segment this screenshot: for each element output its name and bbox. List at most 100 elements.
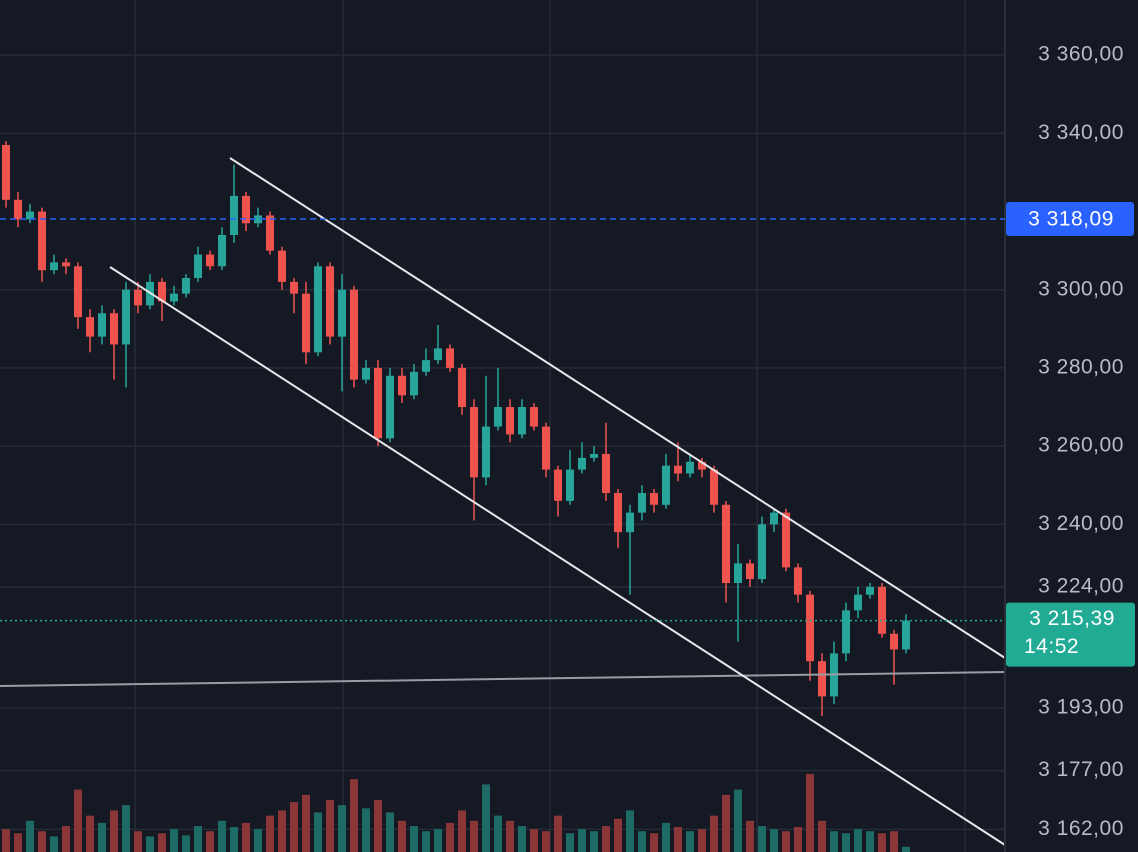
candle-body [326, 266, 334, 337]
volume-bar [590, 831, 598, 852]
candle-body [278, 250, 286, 282]
volume-bar [746, 820, 754, 852]
volume-bar [446, 822, 454, 852]
volume-bar [530, 829, 538, 852]
volume-bar [206, 831, 214, 852]
volume-bar [734, 789, 742, 852]
volume-bar [134, 831, 142, 852]
candle-body [302, 293, 310, 353]
volume-bar [98, 822, 106, 852]
volume [2, 774, 910, 852]
volume-bar [662, 822, 670, 852]
candle-body [782, 512, 790, 568]
volume-bar [158, 833, 166, 852]
candle-body [794, 567, 802, 595]
vertical-grid [134, 0, 966, 852]
candle-body [110, 313, 118, 345]
candle-body [518, 407, 526, 435]
volume-bar [638, 831, 646, 852]
candle-body [626, 512, 634, 533]
candle-body [890, 633, 898, 650]
candle-body [266, 215, 274, 251]
y-tick-label: 3 240,00 [1038, 512, 1124, 535]
volume-bar [242, 822, 250, 852]
candle-body [566, 469, 574, 501]
volume-bar [902, 846, 910, 852]
candle-body [410, 371, 418, 396]
candle-body [398, 375, 406, 396]
candle-body [722, 504, 730, 583]
candle-body [122, 289, 130, 345]
candle-body [614, 493, 622, 533]
candle-body [902, 620, 910, 650]
candle-body [14, 199, 22, 220]
candle-body [254, 215, 262, 224]
candle-body [2, 145, 10, 200]
volume-bar [14, 833, 22, 852]
candle-body [698, 461, 706, 470]
channel-upper [229, 157, 1006, 659]
volume-bar [74, 789, 82, 852]
volume-bar [434, 829, 442, 852]
volume-bar [818, 820, 826, 852]
volume-bar [278, 810, 286, 852]
volume-bar [422, 831, 430, 852]
y-tick-label: 3 193,00 [1038, 696, 1124, 719]
candle-body [314, 266, 322, 353]
candle-body [434, 348, 442, 361]
volume-bar [650, 833, 658, 852]
volume-bar [182, 835, 190, 852]
volume-bar [326, 800, 334, 852]
candle-body [494, 407, 502, 427]
candle-body [98, 313, 106, 337]
candle-body [470, 407, 478, 478]
candle-body [674, 465, 682, 474]
volume-bar [674, 827, 682, 852]
volume-bar [602, 826, 610, 852]
price-line-label: 3 318,09 [1028, 208, 1114, 231]
volume-bar [626, 810, 634, 852]
candle-body [242, 195, 250, 224]
candle-body [554, 469, 562, 501]
candle-body [374, 367, 382, 439]
candle-body [686, 461, 694, 474]
channel-lower [109, 266, 1006, 846]
volume-bar [770, 829, 778, 852]
candle-body [230, 195, 238, 235]
candle-body [878, 586, 886, 634]
volume-bar [854, 829, 862, 852]
candle-body [194, 254, 202, 279]
candle-body [218, 234, 226, 267]
volume-bar [410, 826, 418, 852]
candle-body [590, 453, 598, 458]
last-price-box [1006, 602, 1135, 667]
y-tick-label: 3 340,00 [1038, 121, 1124, 144]
candle-body [134, 289, 142, 306]
volume-bar [50, 836, 58, 852]
volume-bar [218, 820, 226, 852]
volume-bar [314, 812, 322, 852]
candle-body [806, 594, 814, 662]
candle-body [818, 661, 826, 697]
candle-body [506, 407, 514, 435]
candle-body [26, 211, 34, 220]
candle-body [206, 254, 214, 267]
candle-body [734, 563, 742, 583]
volume-bar [254, 829, 262, 852]
candle-body [86, 317, 94, 337]
volume-bar [170, 829, 178, 852]
countdown: 14:52 [1024, 635, 1079, 658]
volume-bar [494, 815, 502, 852]
volume-bar [470, 820, 478, 852]
candle-body [386, 375, 394, 439]
volume-bar [614, 818, 622, 852]
candle-body [338, 289, 346, 337]
candle-body [770, 512, 778, 525]
candle-body [74, 266, 82, 318]
y-tick-label: 3 300,00 [1038, 277, 1124, 300]
candle-body [422, 360, 430, 372]
last-price-label: 3 215,39 [1029, 607, 1115, 630]
candle-body [50, 262, 58, 271]
candle-body [650, 493, 658, 505]
volume-bar [782, 831, 790, 852]
